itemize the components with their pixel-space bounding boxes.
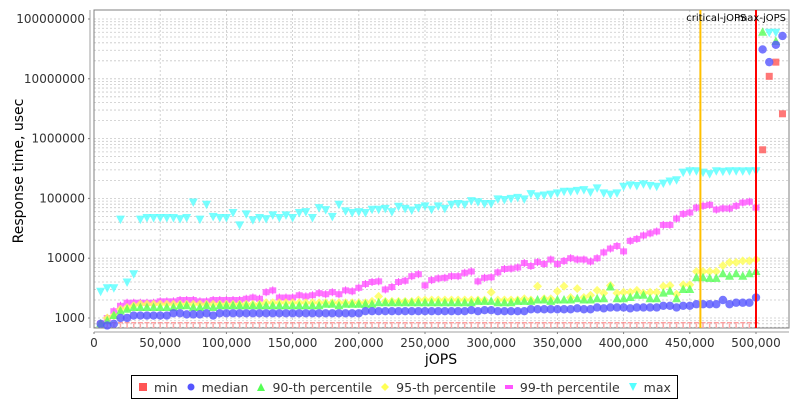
data-points — [96, 27, 787, 330]
legend-diamond-icon — [381, 383, 390, 391]
legend-item: 99-th percentile — [504, 380, 620, 395]
legend-triangle-up-icon — [257, 383, 266, 391]
legend-item: max — [628, 380, 671, 395]
y-tick-label: 100000000 — [16, 12, 85, 26]
plot-frame — [93, 9, 790, 329]
annotation-label: critical-jOPS — [686, 13, 746, 24]
legend-item: 90-th percentile — [256, 380, 372, 395]
legend-item: 95-th percentile — [380, 380, 496, 395]
legend-label: max — [643, 379, 671, 395]
y-tick-label: 10000000 — [24, 72, 85, 86]
y-tick-label: 100000 — [39, 191, 85, 205]
x-tick-label: 450,000 — [665, 336, 715, 350]
x-tick-label: 0 — [90, 336, 98, 350]
x-tick-label: 100,000 — [202, 336, 252, 350]
x-tick-label: 150,000 — [268, 336, 318, 350]
x-tick-label: 350,000 — [533, 336, 583, 350]
y-tick-label: 10000 — [47, 251, 85, 265]
x-axis: 0 50,000 100,000 150,000 200,000 250,000 300,0… — [90, 331, 789, 350]
legend-item: min — [138, 380, 178, 395]
chart-legend: min median 90-th percentile 95-th percentil… — [131, 375, 678, 399]
y-axis: 1000 10000 100000 1000000 10000000 100000000 — [16, 10, 91, 328]
x-tick-label: 200,000 — [334, 336, 384, 350]
x-tick-label: 250,000 — [400, 336, 450, 350]
x-tick-label: 50,000 — [139, 336, 181, 350]
y-tick-label: 1000 — [54, 311, 85, 325]
y-axis-title: Response time, usec — [11, 99, 27, 244]
legend-label: 90-th percentile — [272, 379, 373, 395]
legend-label: 95-th percentile — [396, 379, 496, 395]
x-tick-label: 500,000 — [731, 336, 781, 350]
annotation-label: max-jOPS — [738, 13, 786, 24]
x-axis-title: jOPS — [424, 352, 457, 368]
legend-label: median — [201, 379, 249, 395]
legend-label: 99-th percentile — [519, 379, 620, 395]
y-tick-label: 1000000 — [32, 132, 85, 146]
x-tick-label: 300,000 — [466, 336, 516, 350]
x-tick-label: 400,000 — [599, 336, 649, 350]
legend-square-icon — [504, 385, 513, 389]
legend-circle-icon — [187, 383, 195, 391]
legend-square-icon — [139, 383, 147, 391]
legend-triangle-down-icon — [628, 383, 637, 391]
legend-label: min — [154, 379, 178, 395]
legend-item: median — [186, 379, 249, 395]
